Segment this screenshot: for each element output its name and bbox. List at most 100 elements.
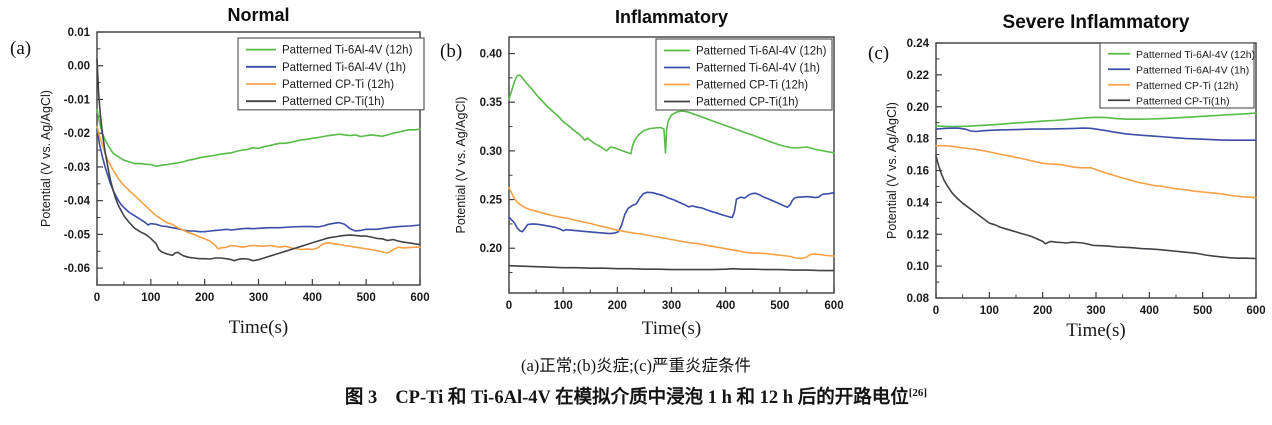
series-patterned-cp-ti-1h <box>508 264 835 272</box>
chart-title: Severe Inflammatory <box>1003 12 1190 33</box>
y-tick-label: 0.18 <box>907 134 930 146</box>
legend-label: Patterned CP-Ti (12h) <box>1136 80 1238 92</box>
y-tick-label: 0.20 <box>480 243 502 255</box>
legend-label: Patterned CP-Ti(1h) <box>1136 95 1230 107</box>
panel-label-b: (b) <box>440 41 463 62</box>
legend-label: Patterned Ti-6Al-4V (1h) <box>282 62 406 74</box>
y-axis: 0.24 0.22 0.20 0.18 0.16 0.14 0.12 0.10 0.08 <box>907 38 942 305</box>
y-tick-label: 0.14 <box>907 197 930 209</box>
x-tick-label: 0 <box>94 292 100 304</box>
series-patterned-ti-6al-4v-1h <box>96 129 421 233</box>
x-tick-label: 500 <box>357 292 376 304</box>
chart-canvas-severe-inflammatory: 0 100 200 300 400 500 6000.240.220.200.180.160… <box>885 12 1266 341</box>
series-patterned-ti-6al-4v-12h <box>96 108 421 168</box>
y-tick-label: 0.12 <box>907 229 929 241</box>
series-group <box>96 58 421 262</box>
series-patterned-ti-6al-4v-12h <box>508 74 835 155</box>
figure-caption-block: (a)正常;(b)炎症;(c)严重炎症条件 图 3 CP-Ti 和 Ti-6Al-… <box>0 352 1272 409</box>
x-tick-label: 400 <box>716 300 735 312</box>
x-tick-label: 600 <box>410 292 429 304</box>
chart-panel-severe-inflammatory: (c) 0 100 200 300 400 500 600 0.24 0.22 0.20 0.18 0… <box>860 0 1272 345</box>
chart-panel-normal: (a) 0 100 200 300 400 500 600 0.01 0.00 -0.01 -0.0… <box>0 0 440 345</box>
legend: Patterned Ti-6Al-4V (12h) Patterned Ti-6A… <box>1099 42 1255 109</box>
legend-label: Patterned CP-Ti(1h) <box>696 97 799 109</box>
x-tick-label: 400 <box>1140 305 1159 317</box>
y-tick-label: 0.20 <box>907 102 929 114</box>
y-tick-label: -0.03 <box>64 162 90 174</box>
legend: Patterned Ti-6Al-4V (12h) Patterned Ti-6A… <box>237 37 425 111</box>
y-tick-label: 0.22 <box>907 70 929 82</box>
x-tick-label: 0 <box>933 305 939 317</box>
x-tick-label: 500 <box>1193 305 1212 317</box>
series-patterned-ti-6al-4v-1h <box>935 127 1257 141</box>
x-tick-label: 300 <box>249 292 268 304</box>
legend: Patterned Ti-6Al-4V (12h) Patterned Ti-6A… <box>655 38 833 111</box>
y-tick-label: -0.05 <box>64 229 91 241</box>
figure-caption: 图 3 CP-Ti 和 Ti-6Al-4V 在模拟介质中浸泡 1 h 和 12 h… <box>0 383 1272 409</box>
series-patterned-ti-6al-4v-12h <box>935 112 1257 128</box>
x-tick-label: 300 <box>1086 305 1105 317</box>
series-patterned-cp-ti-12h <box>508 187 835 260</box>
x-tick-label: 400 <box>303 292 322 304</box>
series-patterned-ti-6al-4v-1h <box>508 191 835 235</box>
y-axis-title: Potential (V vs. Ag/AgCl) <box>885 102 899 239</box>
x-axis-title: Time(s) <box>229 317 288 338</box>
series-patterned-cp-ti-12h <box>96 125 421 254</box>
x-axis: 0 100 200 300 400 500 600 <box>506 287 844 312</box>
y-axis-title: Potential (V vs. Ag/AgCl) <box>454 97 468 234</box>
legend-label: Patterned Ti-6Al-4V (12h) <box>1136 49 1255 61</box>
x-axis-title: Time(s) <box>642 318 701 339</box>
x-axis: 0 100 200 300 400 500 600 <box>933 292 1266 317</box>
legend-label: Patterned CP-Ti (12h) <box>282 79 394 91</box>
x-tick-label: 200 <box>608 300 627 312</box>
y-tick-label: -0.01 <box>64 94 91 106</box>
legend-label: Patterned Ti-6Al-4V (1h) <box>1136 64 1249 76</box>
x-tick-label: 100 <box>141 292 160 304</box>
panel-label-c: (c) <box>868 43 890 64</box>
y-tick-label: 0.10 <box>907 261 929 273</box>
figure-reference: [26] <box>908 386 928 399</box>
y-tick-label: -0.04 <box>64 196 91 208</box>
figure-number: 图 3 <box>344 388 378 408</box>
x-tick-label: 300 <box>662 300 681 312</box>
y-tick-label: 0.30 <box>480 146 502 158</box>
x-tick-label: 600 <box>1246 305 1265 317</box>
series-group <box>508 74 835 272</box>
figure-subcaption: (a)正常;(b)炎症;(c)严重炎症条件 <box>520 356 752 375</box>
series-patterned-cp-ti-1h <box>96 58 421 262</box>
y-tick-label: -0.06 <box>64 263 90 275</box>
series-patterned-cp-ti-12h <box>935 144 1257 199</box>
chart-row: (a) 0 100 200 300 400 500 600 0.01 0.00 -0.01 -0.0… <box>0 0 1272 345</box>
y-tick-label: 0.35 <box>480 97 503 109</box>
x-tick-label: 0 <box>506 300 512 312</box>
legend-label: Patterned CP-Ti(1h) <box>282 96 385 108</box>
y-tick-label: 0.08 <box>907 293 930 305</box>
figure-caption-text: CP-Ti 和 Ti-6Al-4V 在模拟介质中浸泡 1 h 和 12 h 后的… <box>395 388 909 408</box>
x-axis: 0 100 200 300 400 500 600 <box>94 279 430 304</box>
chart-canvas-normal: 0 100 200 300 400 500 600 0.01 0.00 -0.01 -0.02 -0.… <box>39 5 430 338</box>
panel-label-a: (a) <box>10 38 32 59</box>
y-tick-label: 0.01 <box>68 27 91 39</box>
y-axis-title: Potential (V vs. Ag/AgCl) <box>39 90 53 227</box>
chart-title: Inflammatory <box>615 7 728 27</box>
x-tick-label: 200 <box>1033 305 1052 317</box>
y-tick-label: -0.02 <box>64 128 90 140</box>
legend-label: Patterned Ti-6Al-4V (1h) <box>696 63 820 75</box>
chart-canvas-inflammatory: 0 100 200 300 400 500 600 0.40 0.35 0.30 0.25 0.20 I… <box>454 7 844 339</box>
chart-panel-inflammatory: (b) 0 100 200 300 400 500 600 0.40 0.35 0.30 0.25 0… <box>440 0 860 345</box>
series-group <box>935 112 1257 260</box>
legend-label: Patterned Ti-6Al-4V (12h) <box>696 46 827 58</box>
y-axis: 0.40 0.35 0.30 0.25 0.20 <box>480 49 515 274</box>
x-tick-label: 100 <box>554 300 573 312</box>
y-tick-label: 0.00 <box>68 61 90 73</box>
y-tick-label: 0.16 <box>907 166 929 178</box>
x-axis-title: Time(s) <box>1066 320 1125 341</box>
chart-title: Normal <box>227 5 289 25</box>
y-tick-label: 0.24 <box>907 38 930 50</box>
x-tick-label: 600 <box>824 300 843 312</box>
legend-label: Patterned Ti-6Al-4V (12h) <box>282 45 413 57</box>
x-tick-label: 500 <box>770 300 789 312</box>
series-patterned-cp-ti-1h <box>935 155 1257 260</box>
x-tick-label: 200 <box>195 292 214 304</box>
